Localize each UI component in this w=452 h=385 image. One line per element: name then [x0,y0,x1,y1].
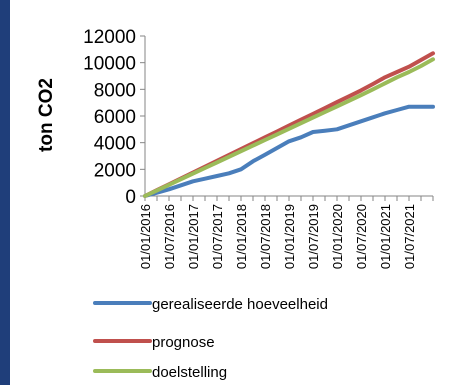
legend-label-prognose: prognose [152,334,215,351]
x-tick-label: 01/07/2016 [162,204,177,269]
x-tick-label: 01/01/2018 [234,204,249,269]
series-line-doelstelling [143,57,435,198]
y-axis: 0 2000 4000 6000 8000 10000 12000 [83,27,146,208]
y-tick-label: 12000 [83,27,136,48]
y-tick-label: 6000 [94,107,136,128]
x-tick-label: 01/01/2020 [330,204,345,269]
y-tick-label: 0 [125,187,136,208]
x-tick-label: 01/01/2021 [378,204,393,269]
y-axis-label: ton CO2 [36,78,57,152]
x-tick-label: 01/01/2017 [186,204,201,269]
legend-label-gerealiseerde: gerealiseerde hoeveelheid [152,296,328,313]
x-tick-label: 01/01/2016 [138,204,153,269]
series-lines [143,51,435,198]
x-tick-label: 01/07/2019 [306,204,321,269]
legend-label-doelstelling: doelstelling [152,364,227,381]
y-tick-label: 2000 [94,160,136,181]
x-tick-label: 01/07/2018 [258,204,273,269]
x-tick-label: 01/07/2017 [210,204,225,269]
legend: gerealiseerde hoeveelheid prognose doelste… [93,296,328,381]
y-tick-label: 4000 [94,134,136,155]
x-axis: 01/01/2016 01/07/2016 01/01/2017 01/07/2017… [138,195,434,269]
x-tick-label: 01/01/2019 [282,204,297,269]
x-tick-label: 01/07/2021 [402,204,417,269]
y-tick-label: 8000 [94,80,136,101]
y-tick-label: 10000 [83,54,136,75]
frame-left-border [0,0,10,385]
series-line-gerealiseerde [143,104,435,198]
x-tick-label: 01/07/2020 [354,204,369,269]
